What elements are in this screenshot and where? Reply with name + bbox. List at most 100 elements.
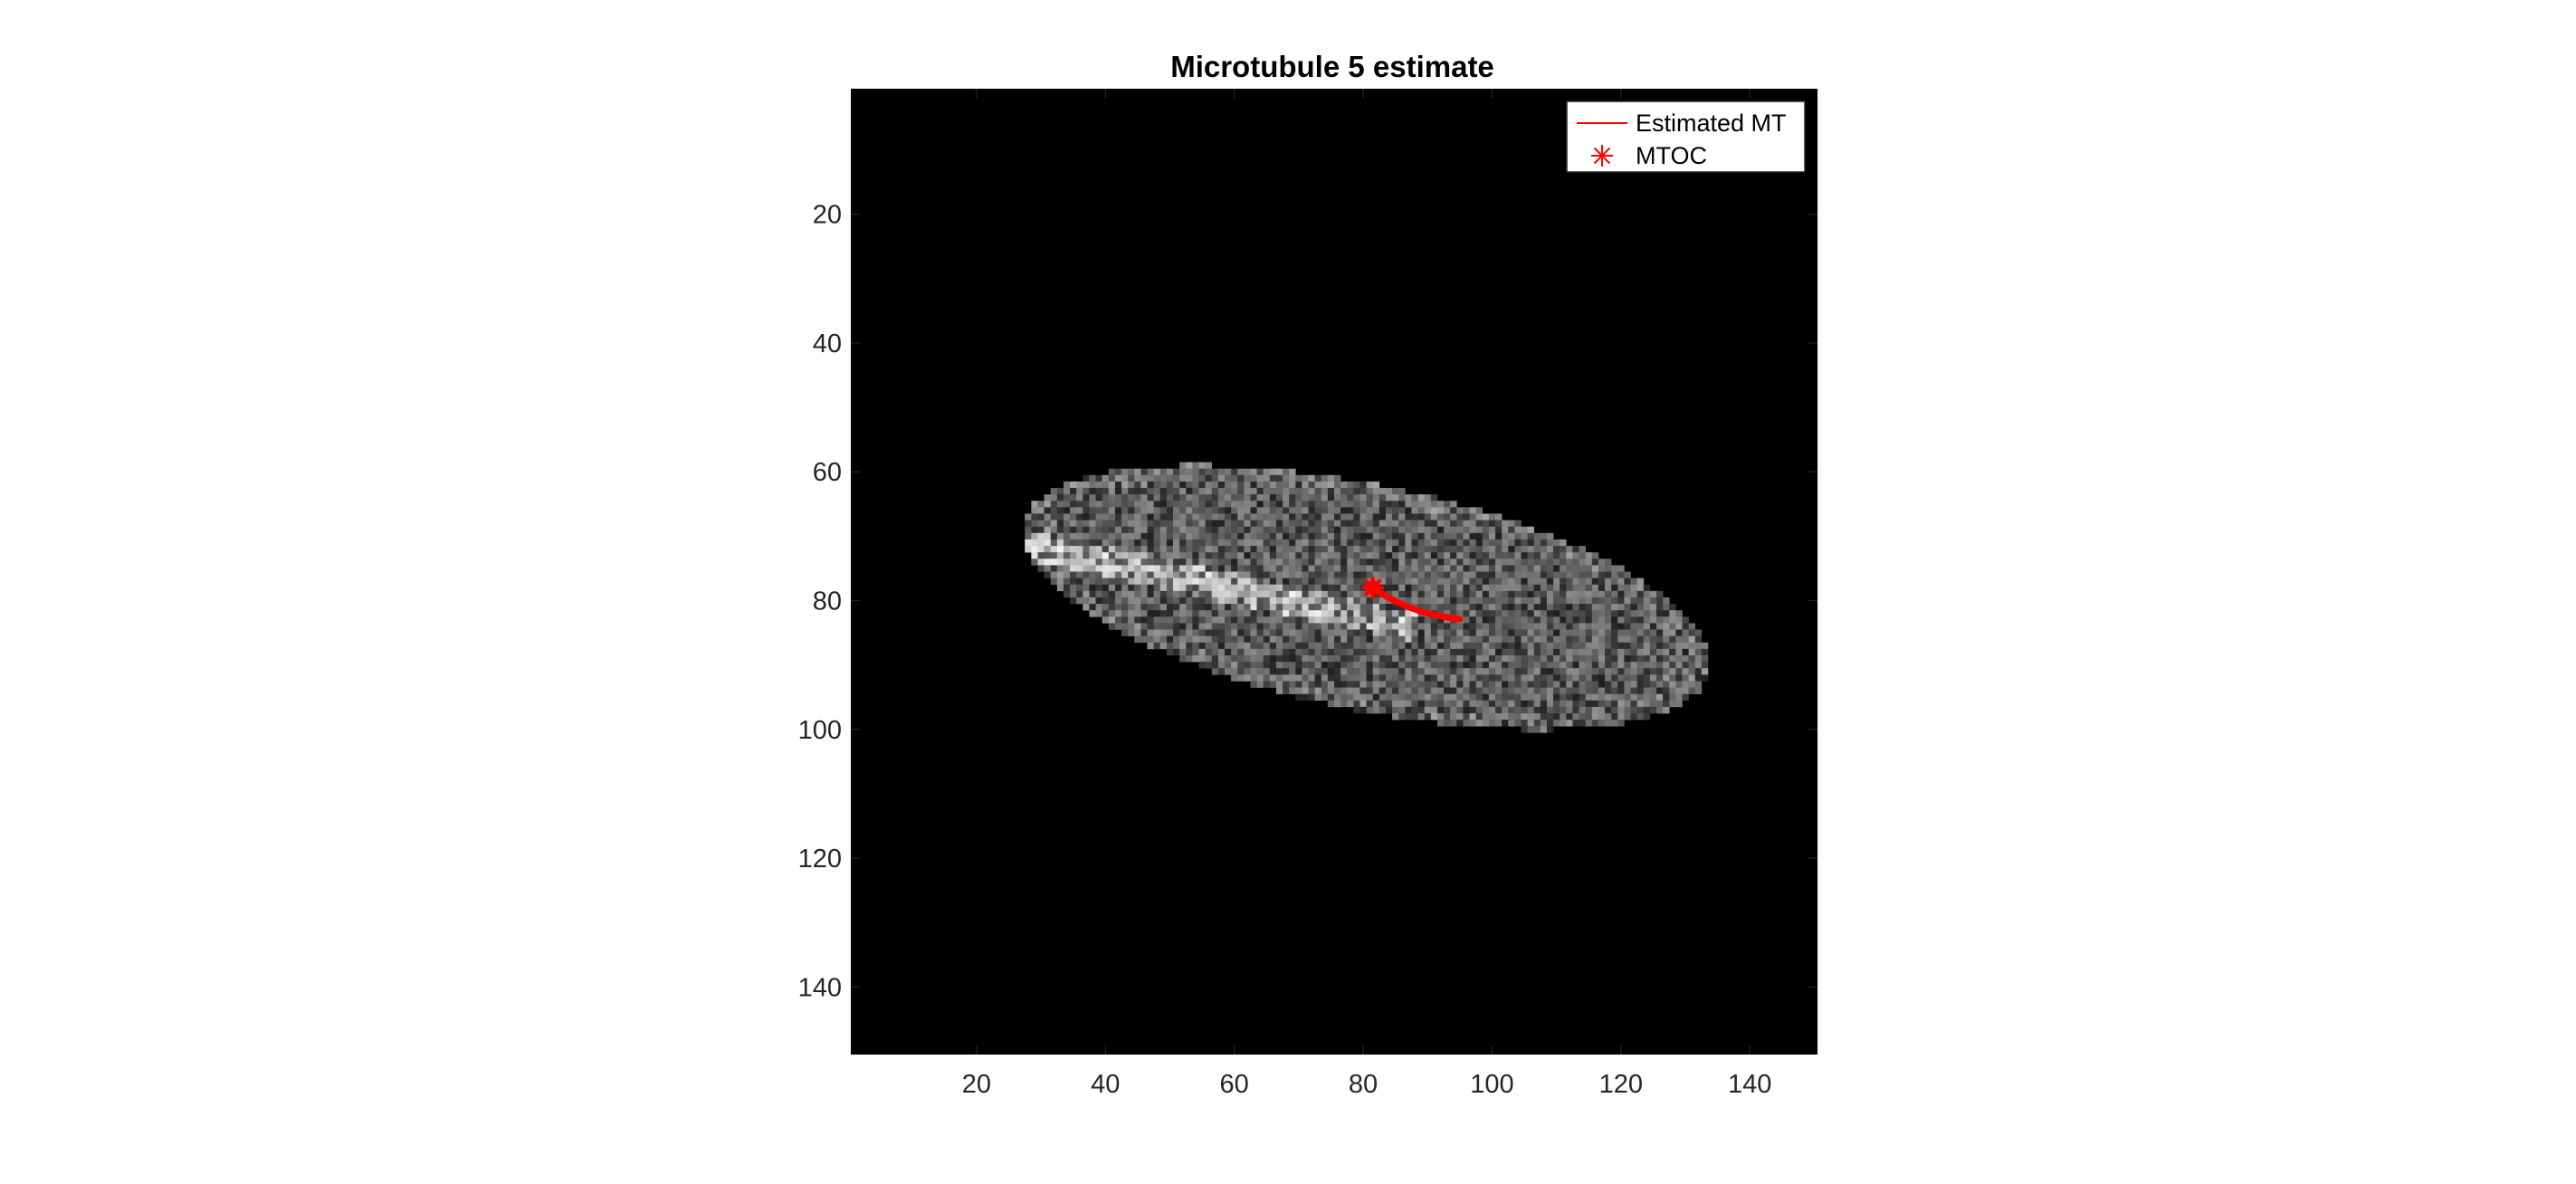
image-pixel: [1398, 681, 1406, 688]
image-pixel: [1237, 610, 1245, 617]
image-pixel: [1463, 681, 1470, 688]
image-pixel: [1179, 494, 1187, 501]
image-pixel: [1269, 597, 1277, 605]
image-pixel: [1224, 468, 1232, 476]
image-pixel: [1502, 616, 1509, 624]
image-pixel: [1321, 526, 1329, 534]
image-pixel: [1392, 507, 1399, 514]
image-pixel: [1398, 559, 1406, 566]
image-pixel: [1488, 616, 1496, 624]
image-pixel: [1502, 604, 1509, 611]
image-pixel: [1128, 520, 1135, 527]
image-pixel: [1560, 539, 1567, 547]
image-pixel: [1598, 584, 1606, 592]
image-pixel: [1198, 501, 1206, 508]
image-pixel: [1475, 610, 1484, 617]
image-pixel: [1521, 674, 1528, 682]
image-pixel: [1482, 559, 1490, 566]
image-pixel: [1392, 712, 1399, 721]
image-pixel: [1353, 706, 1360, 714]
image-pixel: [1173, 488, 1180, 495]
image-pixel: [1044, 565, 1052, 572]
image-pixel: [1211, 507, 1219, 514]
image-pixel: [1540, 712, 1548, 721]
image-pixel: [1450, 604, 1457, 611]
image-pixel: [1050, 552, 1058, 559]
image-pixel: [1424, 616, 1432, 624]
image-pixel: [1360, 559, 1367, 566]
image-pixel: [1302, 590, 1309, 598]
image-pixel: [1283, 610, 1290, 617]
image-pixel: [1385, 604, 1393, 611]
image-pixel: [1244, 674, 1251, 682]
image-pixel: [1289, 520, 1296, 527]
image-pixel: [1283, 468, 1290, 476]
image-pixel: [1488, 635, 1496, 644]
image-pixel: [1263, 494, 1271, 501]
image-pixel: [1186, 481, 1193, 489]
image-pixel: [1527, 681, 1535, 688]
image-pixel: [1037, 552, 1045, 559]
image-pixel: [1192, 584, 1199, 592]
image-pixel: [1108, 559, 1116, 566]
image-pixel: [1095, 501, 1102, 508]
image-pixel: [1283, 584, 1290, 592]
plot-area: [851, 89, 1818, 1055]
image-pixel: [1450, 668, 1457, 675]
image-pixel: [1302, 501, 1309, 508]
image-pixel: [1553, 681, 1560, 688]
image-pixel: [1411, 629, 1418, 636]
image-pixel: [1083, 481, 1090, 489]
image-pixel: [1083, 565, 1090, 572]
image-pixel: [1308, 648, 1315, 656]
image-pixel: [1269, 616, 1277, 624]
image-pixel: [1546, 687, 1554, 694]
image-pixel: [1405, 513, 1412, 520]
image-pixel: [1353, 693, 1360, 702]
image-pixel: [1663, 681, 1670, 688]
image-pixel: [1617, 616, 1625, 624]
image-pixel: [1392, 513, 1399, 520]
image-pixel: [1192, 532, 1199, 540]
image-pixel: [1302, 597, 1309, 605]
image-pixel: [1540, 687, 1548, 694]
image-pixel: [1179, 648, 1187, 656]
image-pixel: [1424, 693, 1432, 702]
image-pixel: [1302, 629, 1309, 636]
image-pixel: [1450, 610, 1457, 617]
image-pixel: [1050, 507, 1058, 514]
image-pixel: [1250, 565, 1257, 572]
image-pixel: [1334, 578, 1341, 586]
image-pixel: [1283, 552, 1290, 559]
image-pixel: [1372, 507, 1380, 514]
image-pixel: [1353, 546, 1360, 553]
image-pixel: [1159, 501, 1168, 508]
image-pixel: [1649, 629, 1657, 636]
image-pixel: [1205, 507, 1213, 514]
image-pixel: [1102, 539, 1110, 547]
image-pixel: [1611, 597, 1618, 605]
image-pixel: [1605, 571, 1612, 578]
image-pixel: [1392, 546, 1399, 553]
image-pixel: [1289, 507, 1296, 514]
image-pixel: [1121, 494, 1129, 501]
image-pixel: [1147, 546, 1154, 553]
image-pixel: [1417, 642, 1425, 650]
image-pixel: [1366, 494, 1374, 501]
image-pixel: [1108, 474, 1116, 482]
image-pixel: [1108, 532, 1116, 540]
image-pixel: [1366, 590, 1374, 598]
image-pixel: [1598, 610, 1606, 617]
image-pixel: [1269, 642, 1277, 650]
image-pixel: [1083, 526, 1090, 534]
image-pixel: [1643, 642, 1651, 650]
image-pixel: [1411, 674, 1418, 682]
image-pixel: [1605, 668, 1612, 675]
image-pixel: [1327, 635, 1335, 644]
image-pixel: [1347, 597, 1354, 605]
image-pixel: [1095, 597, 1102, 605]
image-pixel: [1521, 565, 1528, 572]
image-pixel: [1560, 604, 1567, 611]
image-pixel: [1186, 597, 1193, 605]
image-pixel: [1186, 501, 1193, 508]
